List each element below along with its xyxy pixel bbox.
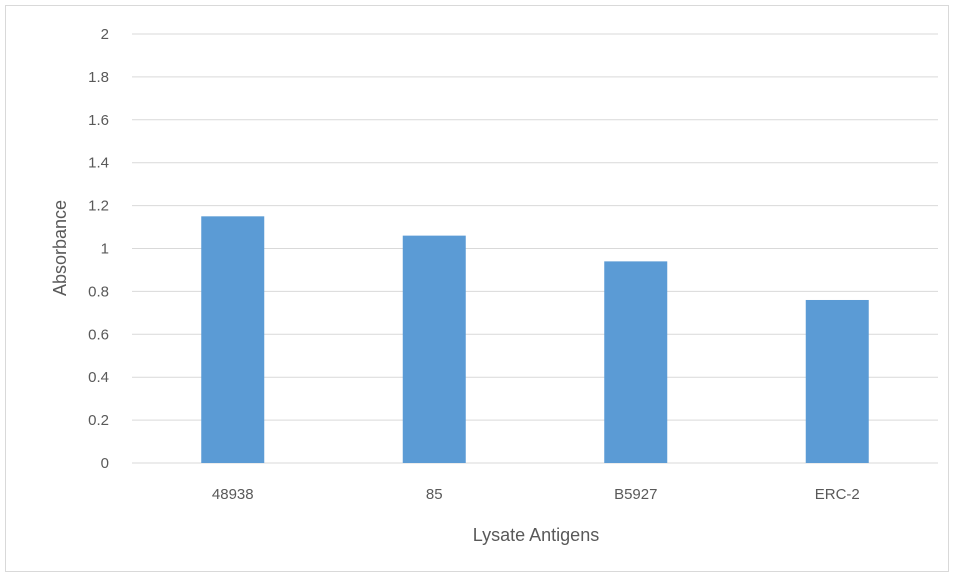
chart-frame [5, 5, 949, 572]
bar-ERC-2 [805, 299, 869, 463]
y-axis-title: Absorbance [50, 200, 70, 296]
y-tick-label: 0.4 [88, 369, 109, 386]
y-tick-labels: 0 0.2 0.4 0.6 0.8 1 1.2 1.4 1.6 1.8 2 [88, 26, 109, 472]
y-tick-label: 1.8 [88, 69, 109, 86]
bar-B5927 [604, 261, 668, 463]
gridlines [132, 33, 938, 464]
y-tick-label: 1.6 [88, 112, 109, 129]
x-tick-label: B5927 [614, 486, 657, 503]
y-tick-label: 0 [101, 455, 109, 472]
x-tick-label: 48938 [212, 486, 254, 503]
bars [201, 216, 869, 463]
bar-85 [402, 235, 466, 463]
y-tick-label: 2 [101, 26, 109, 43]
y-tick-label: 0.8 [88, 283, 109, 300]
bar-48938 [201, 216, 265, 463]
x-tick-labels: 48938 85 B5927 ERC-2 [212, 486, 860, 503]
y-tick-label: 0.2 [88, 412, 109, 429]
y-tick-label: 1.4 [88, 155, 109, 172]
x-tick-label: ERC-2 [815, 486, 860, 503]
x-axis-title: Lysate Antigens [473, 525, 599, 545]
y-tick-label: 0.6 [88, 326, 109, 343]
x-tick-label: 85 [426, 486, 443, 503]
y-tick-label: 1 [101, 241, 109, 258]
y-tick-label: 1.2 [88, 198, 109, 215]
